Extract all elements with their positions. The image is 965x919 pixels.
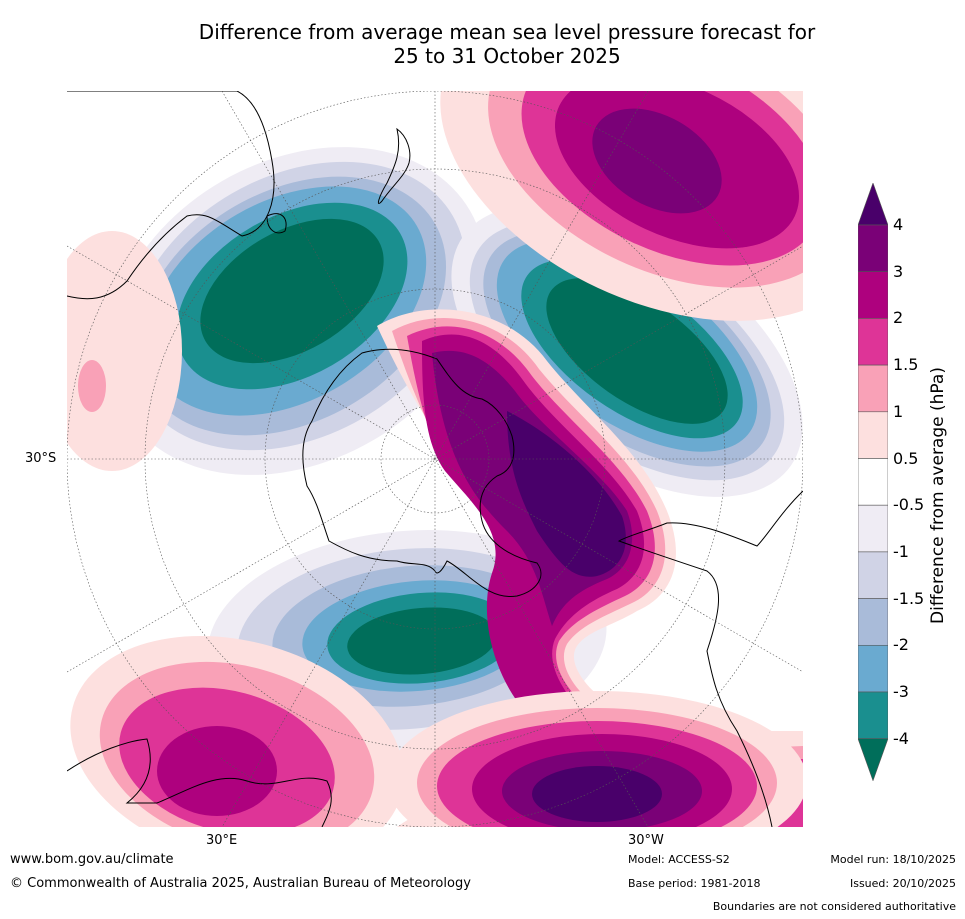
colorbar-tick-label: -2 bbox=[893, 635, 909, 655]
colorbar-extend-min bbox=[858, 738, 888, 781]
colorbar-tick-label: 0.5 bbox=[893, 448, 919, 468]
title-line-2: 25 to 31 October 2025 bbox=[393, 44, 621, 68]
pressure-anomaly-map bbox=[67, 91, 803, 827]
colorbar-swatch bbox=[858, 551, 888, 599]
colorbar-swatch bbox=[858, 224, 888, 273]
colorbar-swatch bbox=[858, 598, 888, 646]
longitude-label-30w: 30°W bbox=[628, 833, 664, 848]
colorbar bbox=[858, 183, 888, 781]
copyright-text: © Commonwealth of Australia 2025, Austra… bbox=[10, 876, 471, 891]
antarctica-coastline bbox=[302, 348, 542, 598]
south-america-coastline bbox=[617, 490, 803, 827]
colorbar-tick-label: -4 bbox=[893, 728, 909, 748]
colorbar-title: Difference from average (hPa) bbox=[928, 367, 948, 624]
model-run-date: Model run: 18/10/2025 bbox=[830, 853, 956, 866]
latitude-label-30s: 30°S bbox=[25, 451, 57, 466]
colorbar-tick-label: 4 bbox=[893, 215, 904, 234]
boundary-disclaimer: Boundaries are not considered authoritat… bbox=[712, 900, 956, 913]
colorbar-swatch bbox=[858, 691, 888, 740]
model-name: Model: ACCESS-S2 bbox=[628, 853, 730, 866]
colorbar-swatch bbox=[858, 644, 888, 693]
colorbar-tick-label: -0.5 bbox=[893, 495, 925, 515]
map-title: Difference from average mean sea level p… bbox=[0, 20, 965, 68]
colorbar-tick-label: 1.5 bbox=[893, 355, 919, 375]
colorbar-swatch bbox=[858, 504, 888, 553]
australia-coastline bbox=[67, 91, 275, 300]
colorbar-tick-label: 2 bbox=[893, 308, 904, 328]
colorbar-tick-label: -1.5 bbox=[893, 588, 925, 608]
longitude-label-30e: 30°E bbox=[206, 833, 238, 848]
colorbar-swatch bbox=[858, 271, 888, 319]
new-zealand-coastline bbox=[377, 127, 411, 204]
colorbar-tick-label: 3 bbox=[893, 261, 904, 281]
africa-coastline bbox=[67, 738, 332, 827]
high-anomaly-antarctic bbox=[377, 309, 803, 827]
high-anomaly-south-atlantic bbox=[387, 691, 803, 827]
high-anomaly-north bbox=[440, 91, 803, 321]
colorbar-swatch bbox=[858, 411, 888, 459]
colorbar-swatch bbox=[858, 458, 888, 506]
graticule bbox=[67, 91, 803, 827]
issued-date: Issued: 20/10/2025 bbox=[849, 877, 956, 890]
colorbar-tick-label: -3 bbox=[893, 682, 909, 701]
base-period: Base period: 1981-2018 bbox=[628, 877, 761, 890]
website-link[interactable]: www.bom.gov.au/climate bbox=[10, 852, 174, 867]
high-anomaly-indian bbox=[67, 231, 182, 471]
low-anomaly-east bbox=[451, 205, 803, 497]
colorbar-swatch bbox=[858, 364, 888, 413]
title-line-1: Difference from average mean sea level p… bbox=[198, 20, 816, 44]
colorbar-extend-max bbox=[858, 183, 888, 226]
colorbar-tick-label: 1 bbox=[893, 401, 904, 421]
tasmania-coastline bbox=[266, 213, 287, 234]
colorbar-tick-label: -1 bbox=[893, 541, 909, 561]
colorbar-swatch bbox=[858, 318, 888, 366]
high-anomaly-south-west bbox=[70, 635, 404, 827]
